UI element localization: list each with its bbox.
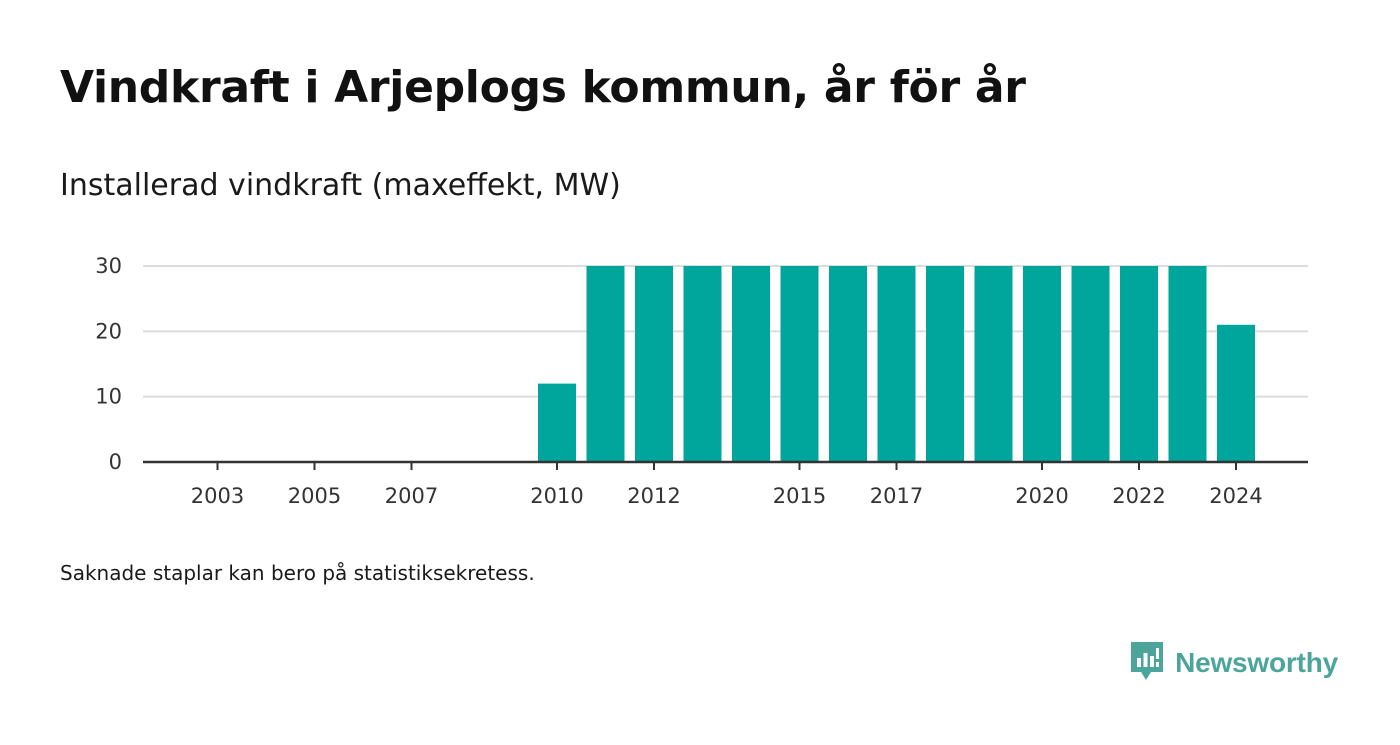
axes: 0 10 20 30 2003 2005 2007 2010 2012 2015 2017 2020 2… (95, 254, 1308, 508)
chart-title: Vindkraft i Arjeplogs kommun, år för år (60, 62, 1026, 113)
x-tick-label: 2022 (1112, 484, 1165, 508)
bars (538, 266, 1255, 462)
bar-2024 (1217, 324, 1255, 462)
bar-2011 (586, 266, 625, 462)
x-tick-label: 2012 (627, 484, 680, 508)
x-tick-label: 2020 (1015, 484, 1068, 508)
x-tick-label: 2007 (385, 484, 438, 508)
bar-2012 (635, 266, 673, 462)
x-tick-label: 2005 (288, 484, 341, 508)
brand-name: Newsworthy (1175, 647, 1338, 678)
bar-2022 (1120, 266, 1158, 462)
bar-2014 (732, 266, 770, 462)
footnote: Saknade staplar kan bero på statistiksek… (60, 561, 535, 585)
y-tick-label: 30 (95, 254, 122, 278)
bar-2023 (1168, 266, 1207, 462)
x-tick-label: 2017 (870, 484, 923, 508)
bar-2019 (974, 266, 1013, 462)
bar-2010 (538, 383, 576, 462)
bar-2016 (829, 266, 867, 462)
chart-subtitle: Installerad vindkraft (maxeffekt, MW) (60, 168, 621, 203)
x-tick-label: 2010 (530, 484, 583, 508)
bar-2018 (926, 266, 964, 462)
x-tick-label: 2024 (1209, 484, 1262, 508)
bar-2013 (683, 266, 722, 462)
y-tick-label: 20 (95, 319, 122, 343)
bar-chart-speech-bubble-icon (1129, 640, 1165, 686)
x-tick-label: 2003 (191, 484, 244, 508)
newsworthy-logo[interactable]: Newsworthy (1129, 640, 1338, 686)
bar-2020 (1023, 266, 1061, 462)
bar-2017 (877, 266, 916, 462)
bar-chart: 0 10 20 30 2003 2005 2007 2010 2012 2015 2017 2020 2… (95, 254, 1308, 508)
y-tick-label: 0 (109, 450, 122, 474)
x-tick-label: 2015 (773, 484, 826, 508)
gridlines (143, 265, 1308, 398)
y-tick-label: 10 (95, 385, 122, 409)
bar-2021 (1071, 266, 1110, 462)
bar-2015 (780, 266, 819, 462)
